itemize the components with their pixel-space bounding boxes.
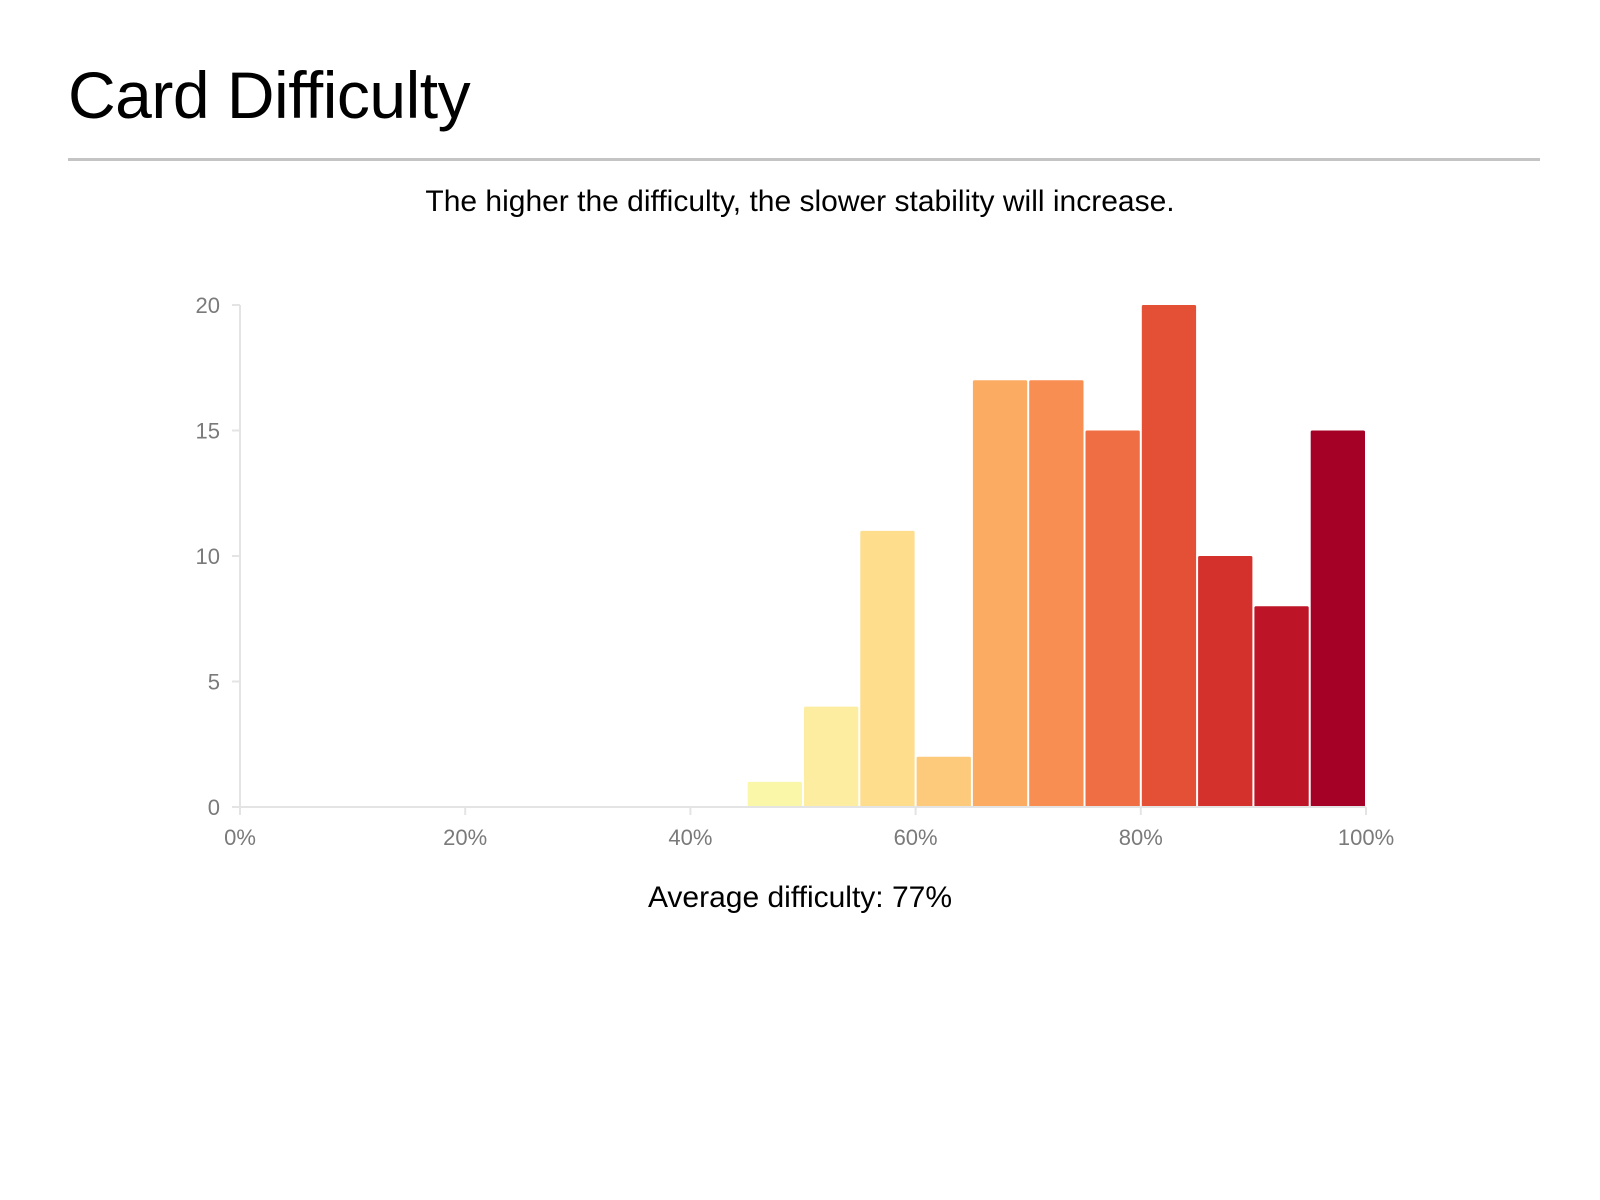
difficulty-histogram: 0 5 10 15 20 0% 20% 40% 60% 80% 100% xyxy=(196,293,1395,850)
histogram-bar[interactable] xyxy=(1029,380,1084,807)
x-tick-label: 60% xyxy=(894,825,938,850)
y-tick-label: 5 xyxy=(208,670,220,695)
chart-subtitle: The higher the difficulty, the slower st… xyxy=(425,185,1175,218)
bars-layer xyxy=(747,305,1365,808)
histogram-bar[interactable] xyxy=(1254,606,1309,807)
average-difficulty-label: Average difficulty: xyxy=(647,881,884,914)
x-tick-label: 40% xyxy=(668,825,712,850)
page-title: Card Difficulty xyxy=(68,58,471,132)
y-tick-label: 20 xyxy=(196,293,220,318)
histogram-bar[interactable] xyxy=(747,781,802,807)
histogram-bar[interactable] xyxy=(1198,556,1253,807)
x-tick-label: 0% xyxy=(224,825,256,850)
histogram-bar[interactable] xyxy=(860,530,915,807)
histogram-bar[interactable] xyxy=(972,380,1028,807)
histogram-bar[interactable] xyxy=(916,756,971,807)
x-tick-label: 100% xyxy=(1338,825,1394,850)
y-tick-label: 10 xyxy=(196,544,220,569)
x-tick-label: 80% xyxy=(1119,825,1163,850)
axes-layer xyxy=(239,305,1366,808)
title-divider xyxy=(68,158,1540,161)
average-difficulty-value: 77% xyxy=(892,881,953,914)
histogram-bar[interactable] xyxy=(1141,305,1197,807)
x-tick-label: 20% xyxy=(443,825,487,850)
histogram-bar[interactable] xyxy=(1310,430,1365,808)
y-tick-label: 15 xyxy=(196,419,220,444)
x-ticks-layer: 0% 20% 40% 60% 80% 100% xyxy=(224,807,1394,850)
average-difficulty: Average difficulty: 77% xyxy=(0,880,1600,916)
y-tick-label: 0 xyxy=(208,795,220,820)
histogram-bar[interactable] xyxy=(804,706,859,807)
y-ticks-layer: 0 5 10 15 20 xyxy=(196,293,240,820)
histogram-bar[interactable] xyxy=(1085,430,1140,808)
